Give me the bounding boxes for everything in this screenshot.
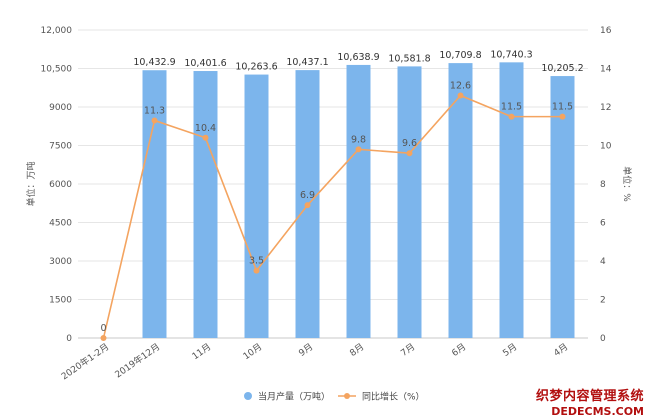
line-value-label: 10.4 — [195, 123, 216, 134]
left-axis-ticks: 0 1500 3000 4500 6000 7500 9000 10,500 12,000 — [41, 26, 73, 344]
line-value-label: 11.5 — [501, 102, 522, 113]
right-axis-title: 单位：% — [621, 166, 633, 202]
left-axis-title: 单位：万吨 — [25, 161, 37, 206]
line-data-labels: 0 11.3 10.4 3.5 6.9 9.8 9.6 12.6 11.5 11.5 — [100, 80, 573, 334]
x-tick-label: 6月 — [450, 341, 468, 358]
left-tick-label: 1500 — [49, 296, 72, 306]
right-tick-label: 16 — [600, 26, 612, 36]
line-point — [304, 202, 311, 209]
left-tick-label: 4500 — [49, 219, 72, 229]
line-value-label: 0 — [100, 323, 106, 334]
right-tick-label: 6 — [600, 219, 606, 229]
bar — [448, 63, 473, 338]
watermark-title: 织梦内容管理系统 — [535, 389, 644, 404]
legend-swatch-bar — [244, 392, 252, 400]
bar-value-label: 10,740.3 — [490, 49, 532, 60]
bar-value-label: 10,709.8 — [439, 50, 481, 61]
bar-value-label: 10,432.9 — [133, 57, 175, 68]
line-series — [100, 92, 566, 341]
line-point — [253, 267, 260, 274]
legend-label-line: 同比增长（%） — [362, 391, 425, 403]
line-point — [100, 335, 107, 341]
bar-value-label: 10,205.2 — [541, 63, 583, 74]
x-tick-label: 2020年1-2月 — [59, 341, 111, 383]
bar-data-labels: 10,432.9 10,401.6 10,263.6 10,437.1 10,638.9… — [133, 49, 583, 74]
right-tick-label: 4 — [600, 257, 606, 267]
right-tick-label: 0 — [600, 334, 606, 344]
bar-value-label: 10,401.6 — [184, 58, 226, 69]
bar — [142, 70, 167, 339]
left-tick-label: 0 — [66, 334, 72, 344]
bar-series — [142, 62, 575, 339]
line-point — [559, 113, 566, 120]
x-tick-label: 4月 — [552, 341, 570, 358]
left-tick-label: 12,000 — [41, 26, 73, 36]
x-tick-label: 5月 — [501, 341, 519, 358]
right-tick-label: 8 — [600, 180, 606, 190]
x-tick-label: 9月 — [297, 341, 315, 358]
bar — [244, 74, 269, 338]
right-tick-label: 14 — [600, 65, 612, 75]
bar — [397, 66, 422, 339]
left-tick-label: 6000 — [49, 180, 72, 190]
line-point — [508, 113, 515, 120]
line-path — [102, 94, 563, 339]
line-point — [202, 134, 209, 141]
bar — [346, 64, 371, 338]
legend-swatch-line-dot — [344, 393, 350, 399]
line-point — [457, 92, 464, 99]
x-axis-ticks: 2020年1-2月 2019年12月 11月 10月 9月 8月 7月 6月 5月 4月 — [59, 341, 570, 383]
watermark-url: DEDECMS.COM — [551, 405, 644, 418]
right-tick-label: 12 — [600, 103, 611, 113]
bar-value-label: 10,581.8 — [388, 53, 430, 64]
bar-value-label: 10,638.9 — [337, 52, 379, 63]
line-value-label: 11.5 — [552, 102, 573, 113]
line-value-label: 12.6 — [450, 80, 471, 91]
line-value-label: 9.8 — [351, 134, 366, 145]
right-tick-label: 2 — [600, 296, 606, 306]
bar — [550, 76, 575, 339]
line-point — [151, 117, 158, 124]
bar-value-label: 10,437.1 — [286, 57, 328, 68]
line-point — [406, 150, 413, 157]
line-point — [355, 146, 362, 153]
x-tick-label: 11月 — [190, 341, 213, 362]
bar — [193, 71, 218, 338]
watermark: 织梦内容管理系统 DEDECMS.COM — [536, 389, 644, 418]
left-tick-label: 9000 — [49, 103, 72, 113]
x-tick-label: 7月 — [399, 341, 417, 358]
left-tick-label: 3000 — [49, 257, 72, 267]
bar — [499, 62, 524, 338]
left-tick-label: 7500 — [49, 142, 72, 152]
right-axis-ticks: 0 2 4 6 8 10 12 14 16 — [600, 26, 612, 344]
line-value-label: 3.5 — [249, 256, 264, 267]
legend: 当月产量（万吨） 同比增长（%） — [244, 391, 425, 403]
legend-label-bar: 当月产量（万吨） — [258, 391, 330, 403]
x-tick-label: 2019年12月 — [112, 341, 162, 381]
x-tick-label: 10月 — [241, 341, 264, 362]
line-value-label: 9.6 — [402, 138, 417, 149]
line-value-label: 6.9 — [300, 190, 315, 201]
right-tick-label: 10 — [600, 142, 612, 152]
x-tick-label: 8月 — [348, 341, 366, 358]
bar-value-label: 10,263.6 — [235, 62, 277, 73]
left-tick-label: 10,500 — [41, 65, 73, 75]
line-value-label: 11.3 — [144, 105, 165, 116]
